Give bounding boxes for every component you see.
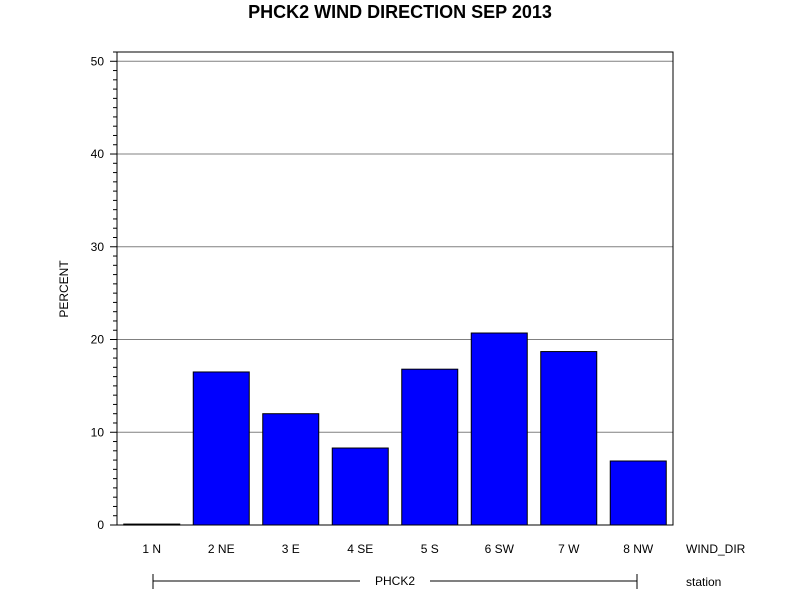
x-tick-label: 5 S (421, 542, 439, 556)
group-label: PHCK2 (375, 574, 415, 588)
bars (123, 332, 667, 526)
bar (470, 332, 528, 526)
y-tick-label: 30 (91, 240, 105, 254)
x-tick-label: 7 W (558, 542, 580, 556)
bar (401, 368, 459, 526)
group-axis-label: station (686, 575, 721, 589)
bar (609, 460, 667, 526)
y-tick-label: 0 (97, 518, 104, 532)
bar (331, 447, 389, 526)
x-tick-label: 4 SE (347, 542, 373, 556)
y-tick-label: 50 (91, 54, 105, 68)
y-tick-label: 40 (91, 147, 105, 161)
plot-area-frame (116, 51, 674, 526)
x-axis-label: WIND_DIR (686, 542, 746, 556)
x-tick-label: 2 NE (208, 542, 235, 556)
bar (192, 371, 250, 526)
bar (262, 413, 320, 526)
y-axis-label: PERCENT (57, 260, 71, 318)
x-tick-label: 1 N (142, 542, 161, 556)
chart-title: PHCK2 WIND DIRECTION SEP 2013 (248, 2, 552, 22)
x-tick-label: 8 NW (623, 542, 654, 556)
x-tick-label: 6 SW (485, 542, 515, 556)
x-axis: 1 N 2 NE 3 E 4 SE 5 S 6 SW 7 W 8 NW (142, 542, 654, 556)
y-axis: 0 10 20 30 40 50 (91, 51, 117, 532)
group-bracket: PHCK2 (152, 574, 638, 589)
y-tick-label: 10 (91, 425, 105, 439)
x-tick-label: 3 E (282, 542, 300, 556)
y-tick-label: 20 (91, 333, 105, 347)
bar (540, 351, 598, 526)
